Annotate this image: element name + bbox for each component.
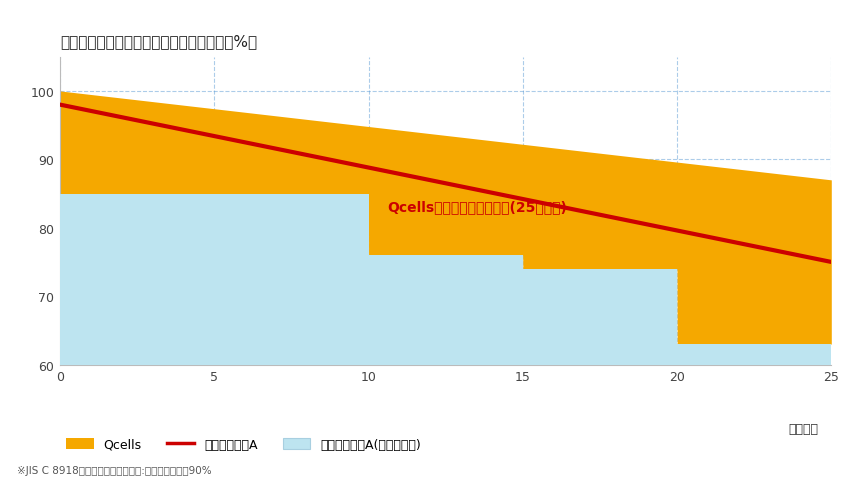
Text: ※JIS C 8918に示された出力下限値:公称最大出力の90%: ※JIS C 8918に示された出力下限値:公称最大出力の90% xyxy=(17,465,212,475)
Text: 他社と比較した相対的なモジュール効率（%）: 他社と比較した相対的なモジュール効率（%） xyxy=(60,35,257,49)
Text: Qcellsのリニアワランティ(25年保証): Qcellsのリニアワランティ(25年保証) xyxy=(387,200,566,214)
Legend: Qcells, 海外メーカーA, 国内メーカーA(無償の場合): Qcells, 海外メーカーA, 国内メーカーA(無償の場合) xyxy=(66,438,421,451)
Polygon shape xyxy=(60,194,831,365)
Text: （年間）: （年間） xyxy=(788,421,818,435)
